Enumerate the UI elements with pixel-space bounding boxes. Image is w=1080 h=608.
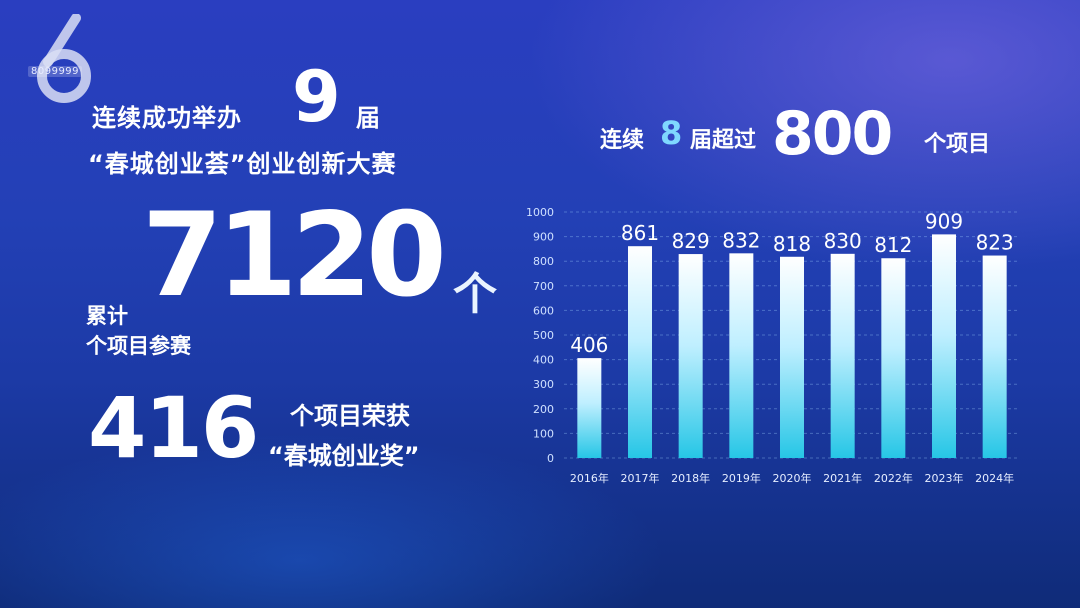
bar [678, 254, 703, 458]
bar-value-label: 830 [824, 229, 862, 253]
x-tick-label: 2024年 [975, 471, 1014, 485]
bar-value-label: 812 [874, 233, 912, 257]
y-tick-label: 0 [547, 452, 554, 465]
bar-value-label: 832 [722, 228, 760, 252]
bar-value-label: 406 [570, 333, 608, 357]
y-tick-label: 800 [533, 255, 554, 268]
stat-total-value: 7120 [142, 188, 447, 323]
stat-award-value: 416 [88, 379, 259, 477]
x-tick-label: 2021年 [823, 471, 862, 485]
bar [628, 246, 652, 458]
bar-chart-svg: 0 100 200 300 400 500 600 700 800 900 1000 406 2016年… [526, 206, 1020, 485]
chart-headline-value: 800 [772, 99, 893, 169]
headline-line2: “春城创业荟”创业创新大赛 [88, 150, 397, 178]
stat-award-label-1: 个项目荣获 [290, 402, 410, 430]
y-tick-label: 300 [533, 378, 554, 391]
bar-chart: 0 100 200 300 400 500 600 700 800 900 1000 406 2016年… [520, 196, 1040, 496]
chart-headline-jie: 届超过 [690, 128, 757, 153]
y-tick-label: 600 [533, 304, 554, 317]
bar-value-label: 861 [621, 221, 659, 245]
x-tick-label: 2020年 [773, 471, 812, 485]
x-tick-label: 2017年 [621, 471, 660, 485]
chart-headline-eight: 8 [660, 114, 683, 152]
headline-number-nine: 9 [292, 56, 341, 138]
x-tick-label: 2016年 [570, 471, 609, 485]
headline-line1: 连续成功举办 [92, 104, 242, 132]
y-tick-label: 400 [533, 354, 554, 367]
y-tick-label: 700 [533, 280, 554, 293]
stat-total-unit: 个 [453, 269, 497, 320]
bar [780, 256, 804, 458]
y-tick-label: 900 [533, 231, 554, 244]
stat-total-label-1: 累计 [86, 304, 128, 328]
bar [729, 253, 754, 458]
chart-headline-post: 个项目 [924, 132, 991, 157]
y-tick-label: 1000 [526, 206, 554, 219]
y-tick-label: 100 [533, 427, 554, 440]
bar-value-label: 823 [976, 231, 1014, 255]
bar [932, 234, 956, 458]
bar [830, 253, 855, 458]
logo-text: 8099999 [28, 66, 83, 77]
y-tick-label: 500 [533, 329, 554, 342]
stat-total-label-2: 个项目参赛 [86, 334, 191, 358]
x-tick-label: 2018年 [671, 471, 710, 485]
chart-headline-pre: 连续 [600, 128, 645, 153]
bar-value-label: 829 [672, 229, 710, 253]
bar [881, 258, 906, 458]
bar-value-label: 909 [925, 209, 963, 233]
stat-award-label-2: “春城创业奖” [268, 442, 420, 470]
x-tick-label: 2023年 [925, 471, 964, 485]
x-tick-label: 2019年 [722, 471, 761, 485]
bar-value-label: 818 [773, 232, 811, 256]
y-tick-label: 200 [533, 403, 554, 416]
bar [577, 358, 602, 458]
headline-jie: 届 [356, 104, 380, 132]
channel-logo-icon [37, 14, 91, 103]
bar [982, 255, 1007, 458]
x-tick-label: 2022年 [874, 471, 913, 485]
